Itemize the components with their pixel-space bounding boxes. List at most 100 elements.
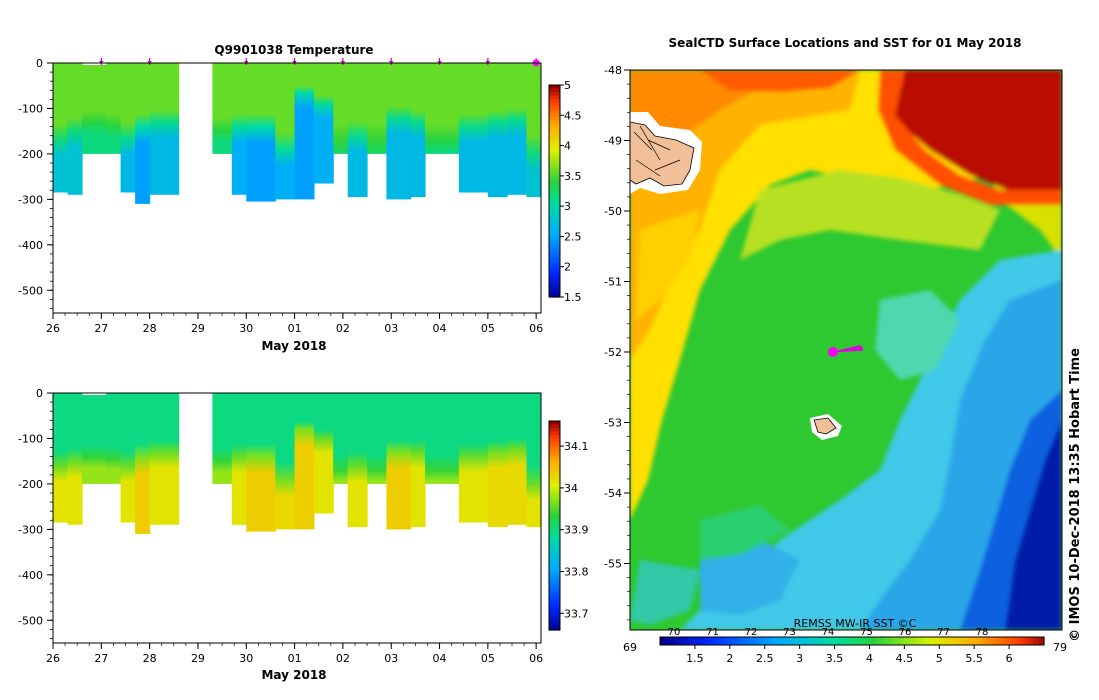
map-title: SealCTD Surface Locations and SST for 01… xyxy=(668,36,1021,50)
profile-column xyxy=(135,63,151,204)
profile-column xyxy=(333,393,349,484)
colorbar-bottom-label: 5 xyxy=(936,652,943,665)
profile-column xyxy=(410,63,426,198)
profile-column xyxy=(313,393,334,514)
colorbar-top-label: 77 xyxy=(937,627,950,638)
profile-column xyxy=(313,63,334,184)
profile-column xyxy=(487,393,508,528)
profile-column xyxy=(120,63,136,193)
temperature-panel: Q9901038 Temperature 0 -100 -200 -300 -400 -5… xyxy=(18,43,581,353)
temperature-profiles xyxy=(53,63,541,204)
sst-source-label: REMSS MW-IR SST ©C xyxy=(794,617,917,630)
salinity-panel: 0 -100 -200 -300 -400 -500 26 27 28 29 30 01 02 03 04… xyxy=(18,387,588,682)
y-tick-label: -400 xyxy=(18,569,43,582)
map-frame xyxy=(629,69,1063,631)
profile-column xyxy=(275,393,296,530)
x-tick-label: 06 xyxy=(529,652,543,665)
x-tick-label: 01 xyxy=(288,652,302,665)
profile-column xyxy=(487,63,508,198)
x-tick-label: 28 xyxy=(143,322,157,335)
y-tick-label: -400 xyxy=(18,239,43,252)
lat-tick-label: -53 xyxy=(604,417,622,430)
latitude-axis: -48 -49 -50 -51 -52 -53 -54 -55 xyxy=(604,64,630,621)
colorbar-tick-label: 4.5 xyxy=(564,109,582,122)
profile-column xyxy=(149,63,180,195)
y-tick-label: 0 xyxy=(36,57,43,70)
colorbar-top-label: 70 xyxy=(668,627,681,638)
x-tick-label: 27 xyxy=(94,652,108,665)
colorbar-bottom-label: 2 xyxy=(726,652,733,665)
profile-column xyxy=(231,393,247,525)
colorbar-bottom-label: 3 xyxy=(796,652,803,665)
y-tick-label: -200 xyxy=(18,148,43,161)
colorbar-tick-label: 2 xyxy=(564,261,571,274)
x-tick-label: 29 xyxy=(191,322,205,335)
sst-map-panel: SealCTD Surface Locations and SST for 01… xyxy=(604,36,1083,665)
y-tick-label: -100 xyxy=(18,432,43,445)
colorbar-tick-label: 1.5 xyxy=(564,291,582,304)
profile-column xyxy=(294,63,315,200)
profile-column xyxy=(507,63,528,195)
colorbar-top-label: 75 xyxy=(860,627,873,638)
colorbar-tick-label: 4 xyxy=(564,140,571,153)
colorbar-tick-label: 33.8 xyxy=(564,565,589,578)
seal-location-marker xyxy=(828,347,839,357)
profile-column xyxy=(458,63,489,193)
x-tick-label: 01 xyxy=(288,322,302,335)
sst-colorbar-min: 69 xyxy=(623,641,637,654)
colorbar-bottom-label: 4 xyxy=(866,652,873,665)
profile-column xyxy=(67,63,83,195)
salinity-y-axis: 0 -100 -200 -300 -400 -500 xyxy=(18,387,53,639)
y-tick-label: -500 xyxy=(18,284,43,297)
colorbar-bottom-label: 6 xyxy=(1006,652,1013,665)
sst-field: REMSS MW-IR SST ©C xyxy=(630,70,1062,630)
colorbar-tick-label: 2.5 xyxy=(564,230,582,243)
profile-column xyxy=(231,63,247,195)
colorbar-bottom-label: 2.5 xyxy=(756,652,774,665)
colorbar-top-label: 78 xyxy=(976,627,989,638)
lat-tick-label: -51 xyxy=(604,276,622,289)
x-tick-label: 26 xyxy=(46,322,60,335)
credit-label: © IMOS 10-Dec-2018 13:35 Hobart Time xyxy=(1068,348,1083,642)
colorbar-tick-label: 34.1 xyxy=(564,440,589,453)
colorbar-tick-label: 34 xyxy=(564,482,578,495)
profile-column xyxy=(67,393,83,525)
profile-column xyxy=(526,393,541,528)
profile-column xyxy=(275,63,296,200)
x-tick-label: 05 xyxy=(481,652,495,665)
x-tick-label: 28 xyxy=(143,652,157,665)
profile-column xyxy=(526,63,541,198)
sst-colorbar-max: 79 xyxy=(1053,641,1067,654)
profile-column xyxy=(410,393,426,528)
x-tick-label: 04 xyxy=(433,322,447,335)
profile-column xyxy=(294,393,315,530)
profile-column xyxy=(53,63,69,193)
x-tick-label: 27 xyxy=(94,322,108,335)
temperature-colorbar: 5 4.5 4 3.5 3 2.5 2 1.5 xyxy=(548,79,582,304)
y-tick-label: -500 xyxy=(18,614,43,627)
lat-tick-label: -52 xyxy=(604,346,622,359)
profile-column xyxy=(82,395,107,484)
profile-marker xyxy=(99,58,104,65)
colorbar-tick-label: 3 xyxy=(564,200,571,213)
y-tick-label: -300 xyxy=(18,523,43,536)
profile-column xyxy=(425,63,460,154)
profile-column xyxy=(135,393,151,534)
x-tick-label: 06 xyxy=(529,322,543,335)
profile-column xyxy=(106,393,122,484)
salinity-plot-frame xyxy=(52,392,542,644)
x-tick-label: 05 xyxy=(481,322,495,335)
colorbar-tick-label: 5 xyxy=(564,79,571,92)
profile-column xyxy=(246,63,276,202)
x-tick-label: 02 xyxy=(336,322,350,335)
profile-column xyxy=(386,393,412,530)
profile-column xyxy=(246,393,276,532)
lat-tick-label: -55 xyxy=(604,558,622,571)
y-tick-label: -200 xyxy=(18,478,43,491)
colorbar-tick-label: 33.9 xyxy=(564,524,589,537)
profile-column xyxy=(120,393,136,523)
sst-colorbar: 69 79 70 71 72 73 74 75 76 77 78 1.5 2 2.5 3 3.5 4 4.5… xyxy=(623,627,1067,665)
salinity-x-axis: 26 27 28 29 30 01 02 03 04 05 06 xyxy=(46,643,543,665)
y-tick-label: -300 xyxy=(18,193,43,206)
